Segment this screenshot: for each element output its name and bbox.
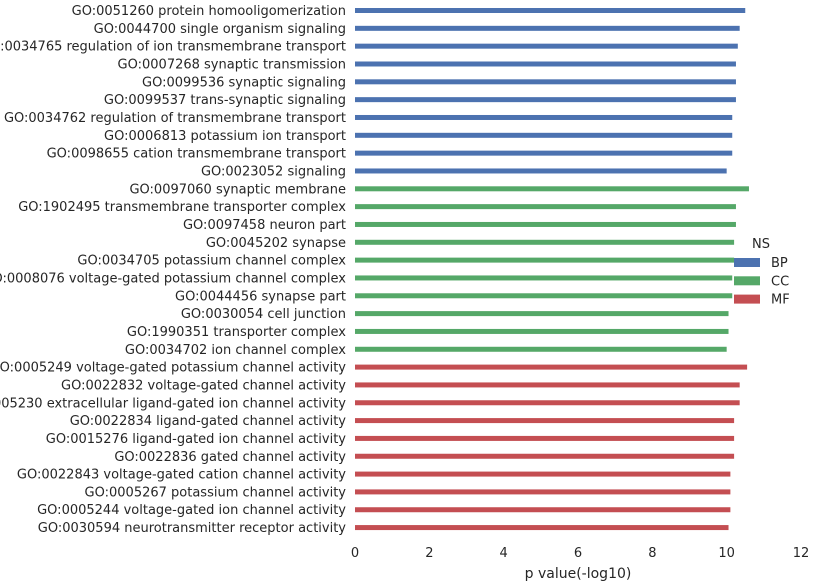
category-label: GO:0006813 potassium ion transport — [104, 129, 346, 144]
bar-bp — [355, 8, 746, 13]
legend-swatch-bp — [734, 258, 760, 267]
category-label: GO:0045202 synapse — [206, 236, 346, 251]
x-tick-label: 2 — [425, 546, 433, 561]
bar-mf — [355, 435, 735, 441]
category-label: GO:0098655 cation transmembrane transpor… — [47, 147, 346, 162]
x-axis-label: p value(-log10) — [525, 566, 632, 582]
legend: NS BP CC MF — [734, 237, 790, 308]
category-label: GO:0005249 voltage-gated potassium chann… — [0, 361, 346, 376]
category-label: GO:0030594 neurotransmitter receptor act… — [38, 521, 347, 536]
category-label: GO:0099536 synaptic signaling — [142, 75, 346, 90]
category-label: GO:1990351 transporter complex — [127, 325, 346, 340]
category-label: GO:0005244 voltage-gated ion channel act… — [37, 503, 346, 518]
bar-cc — [355, 204, 736, 210]
category-label: GO:0034705 potassium channel complex — [77, 254, 346, 269]
bar-mf — [355, 418, 735, 424]
bar-cc — [355, 257, 735, 263]
x-axis-ticks: 0 2 4 6 8 10 12 — [351, 546, 809, 561]
bar-mf — [355, 471, 731, 477]
category-label: GO:0015276 ligand-gated ion channel acti… — [46, 432, 347, 447]
bar-bp — [355, 150, 733, 156]
category-label: GO:0044700 single organism signaling — [94, 22, 346, 37]
bar-mf — [355, 489, 731, 495]
bar-cc — [355, 346, 727, 352]
bar-mf — [355, 453, 735, 459]
bar-bp — [355, 61, 736, 67]
category-label: GO:0030054 cell junction — [181, 307, 346, 322]
legend-swatch-mf — [734, 294, 760, 304]
x-tick-label: 0 — [351, 546, 359, 561]
bar-mf — [355, 400, 740, 406]
category-label: GO:0034762 regulation of transmembrane t… — [4, 111, 346, 126]
category-label: GO:0023052 signaling — [201, 164, 346, 179]
bar-bp — [355, 97, 736, 103]
bar-bp — [355, 168, 727, 174]
category-label: GO:0051260 protein homooligomerization — [72, 4, 346, 19]
bar-cc — [355, 293, 733, 299]
x-tick-label: 12 — [793, 546, 810, 561]
bar-bp — [355, 43, 738, 49]
bar-mf — [355, 364, 748, 370]
category-label: GO:1902495 transmembrane transporter com… — [18, 200, 346, 215]
category-label: GO:0034765 regulation of ion transmembra… — [0, 40, 346, 55]
bar-bp — [355, 132, 733, 138]
category-label: GO:0007268 synaptic transmission — [118, 57, 346, 72]
bar-bp — [355, 114, 733, 120]
bar-mf — [355, 525, 729, 531]
category-labels: GO:0051260 protein homooligomerization GO… — [0, 4, 346, 536]
x-tick-label: 10 — [718, 546, 735, 561]
legend-title: NS — [752, 237, 770, 252]
category-label: GO:0022832 voltage-gated channel activit… — [61, 378, 346, 393]
category-label: GO:0005230 extracellular ligand-gated io… — [0, 396, 346, 411]
category-label: GO:0099537 trans-synaptic signaling — [104, 93, 346, 108]
category-label: GO:0005267 potassium channel activity — [85, 485, 347, 500]
bar-cc — [355, 328, 729, 334]
category-label: GO:0034702 ion channel complex — [125, 343, 346, 358]
bar-cc — [355, 221, 736, 227]
bar-cc — [355, 186, 749, 192]
x-tick-label: 6 — [574, 546, 582, 561]
category-label: GO:0097060 synaptic membrane — [129, 182, 346, 197]
bar-bp — [355, 79, 736, 85]
category-label: GO:0022834 ligand-gated channel activity — [70, 414, 347, 429]
legend-label-mf: MF — [771, 293, 790, 308]
legend-swatch-cc — [734, 276, 760, 286]
legend-label-bp: BP — [771, 256, 788, 271]
bar-cc — [355, 239, 735, 245]
bar-mf — [355, 507, 731, 513]
x-tick-label: 8 — [648, 546, 656, 561]
x-tick-label: 4 — [500, 546, 508, 561]
category-label: GO:0044456 synapse part — [175, 289, 346, 304]
category-label: GO:0022836 gated channel activity — [114, 450, 346, 465]
bar-mf — [355, 382, 740, 388]
bars-group — [355, 8, 749, 531]
legend-label-cc: CC — [771, 274, 789, 289]
bar-bp — [355, 25, 740, 31]
category-label: GO:0022843 voltage-gated cation channel … — [17, 468, 346, 483]
bar-cc — [355, 275, 733, 281]
category-label: GO:0097458 neuron part — [183, 218, 346, 233]
bar-cc — [355, 311, 729, 317]
category-label: GO:0008076 voltage-gated potassium chann… — [0, 271, 346, 286]
